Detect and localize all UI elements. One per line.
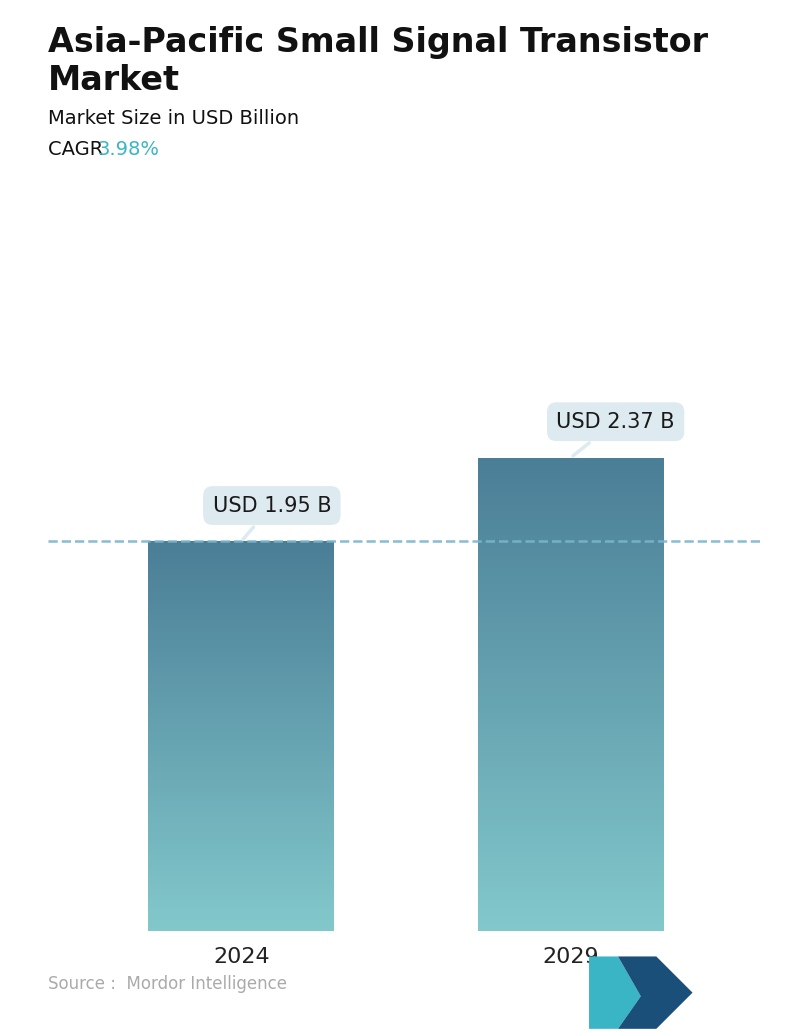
Text: Source :  Mordor Intelligence: Source : Mordor Intelligence (48, 975, 287, 993)
Polygon shape (618, 956, 693, 1029)
Polygon shape (589, 956, 641, 1029)
Text: CAGR: CAGR (48, 140, 109, 158)
Text: Market: Market (48, 64, 180, 97)
Text: Asia-Pacific Small Signal Transistor: Asia-Pacific Small Signal Transistor (48, 26, 708, 59)
Text: USD 1.95 B: USD 1.95 B (213, 495, 331, 540)
Text: 3.98%: 3.98% (97, 140, 159, 158)
Text: USD 2.37 B: USD 2.37 B (556, 412, 675, 456)
Text: Market Size in USD Billion: Market Size in USD Billion (48, 109, 298, 127)
